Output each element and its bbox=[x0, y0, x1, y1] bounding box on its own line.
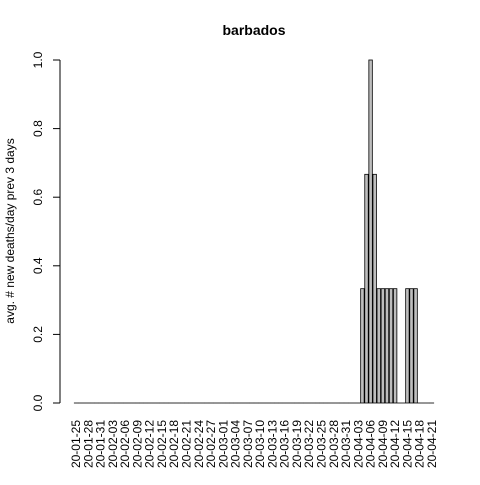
y-axis-label: avg. # new deaths/day prev 3 days bbox=[3, 138, 17, 323]
bar-20-04-09 bbox=[381, 289, 384, 403]
bar-20-04-17 bbox=[414, 289, 417, 403]
y-tick-label: 0.8 bbox=[31, 120, 45, 137]
bar-20-04-11 bbox=[389, 289, 392, 403]
bars bbox=[74, 60, 433, 403]
bar-20-04-05 bbox=[365, 174, 368, 403]
x-axis-labels: 20-01-2520-01-2820-01-3120-02-0320-02-06… bbox=[69, 420, 439, 468]
y-tick-label: 0.0 bbox=[31, 394, 45, 411]
bar-20-04-08 bbox=[377, 289, 380, 403]
y-tick-label: 0.6 bbox=[31, 189, 45, 206]
y-tick-label: 0.2 bbox=[31, 326, 45, 343]
bar-20-04-07 bbox=[373, 174, 376, 403]
y-tick-label: 0.4 bbox=[31, 257, 45, 274]
chart-title: barbados bbox=[222, 22, 285, 38]
bar-20-04-12 bbox=[393, 289, 396, 403]
bar-20-04-10 bbox=[385, 289, 388, 403]
bar-20-04-04 bbox=[361, 289, 364, 403]
bar-20-04-15 bbox=[406, 289, 409, 403]
bar-20-04-06 bbox=[369, 60, 372, 403]
y-axis: 0.0 0.2 0.4 0.6 0.8 1.0 bbox=[31, 51, 60, 411]
y-tick-label: 1.0 bbox=[31, 51, 45, 68]
bar-20-04-16 bbox=[410, 289, 413, 403]
x-tick-label: 20-04-21 bbox=[425, 420, 439, 468]
